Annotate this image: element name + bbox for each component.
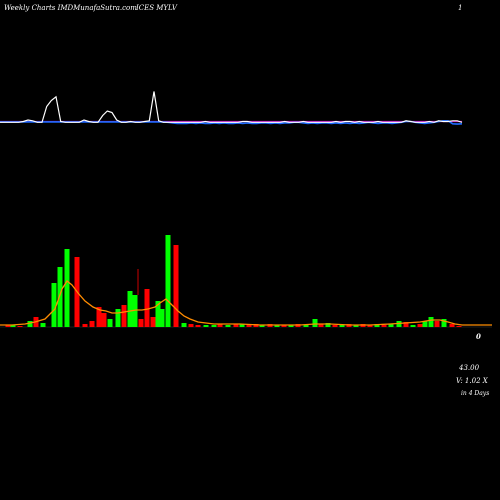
volume-bar [10,325,16,327]
volume-bar [144,289,150,327]
volume-bar [159,309,165,327]
volume-bar [325,323,331,327]
volume-bar [132,295,138,327]
volume-bar [211,325,217,327]
volume-bar [312,319,318,327]
volume-bar [434,321,440,327]
volume-bar [27,321,33,327]
volume-bar [51,283,57,327]
site-title: Weekly Charts IMDMunafaSutra.com [4,4,137,12]
volume-bar [225,325,231,327]
volume-bar [155,301,161,327]
volume-bar [57,267,63,327]
volume-bar [217,324,223,327]
volume-bar [417,324,423,327]
volume-bar [381,325,387,327]
indicator-line-white [0,91,463,123]
volume-bar [173,245,179,327]
volume-bar [449,324,455,327]
volume-bar [17,326,23,327]
volume-bar [367,325,373,327]
days-label: in 4 Days [461,390,490,397]
axis-marker-label: 0 [476,332,481,341]
volume-bar [96,307,102,327]
volume-bar [239,324,245,327]
volume-bar [339,325,345,327]
volume-bar [165,235,171,327]
volume-bar [259,325,265,327]
volume-moving-average-line [0,280,492,326]
volume-bar [89,321,95,327]
volume-bar [456,326,462,327]
volume-bar [40,323,46,327]
volume-panel [0,235,492,328]
volume-bar [288,325,294,327]
volume-bar [64,249,70,327]
price-label: 43.00 [459,364,480,372]
volume-bar [181,323,187,327]
volume-bar [107,319,113,327]
volume-bar [233,324,239,327]
volume-bar [101,313,107,327]
volume-bar [127,291,133,327]
volume-bar [332,325,338,327]
volume-bar [82,324,88,327]
volume-bar [281,325,287,327]
volume-bar [150,317,156,327]
ticker-label: ICES MYLV [136,4,177,12]
volume-bar [403,322,409,327]
volume-bar [428,317,434,327]
volume-bar [246,325,252,327]
volume-label: V: 1.02 X [456,377,488,385]
volume-bar [138,319,144,327]
volume-bar [303,325,309,327]
volume-bar [410,325,416,327]
volume-bar [203,325,209,327]
volume-bar [422,321,428,327]
volume-bar [388,324,394,327]
volume-bar [195,325,201,327]
volume-bar [121,305,127,327]
corner-number: 1 [458,4,463,12]
volume-bar [115,309,121,327]
volume-bar [353,325,359,327]
volume-bar [441,319,447,327]
volume-bar [253,324,259,327]
volume-bar [318,324,324,327]
volume-bar [374,324,380,327]
volume-bar [5,325,11,327]
indicator-panel [0,91,463,125]
volume-bar [188,324,194,327]
volume-bar [274,325,280,327]
